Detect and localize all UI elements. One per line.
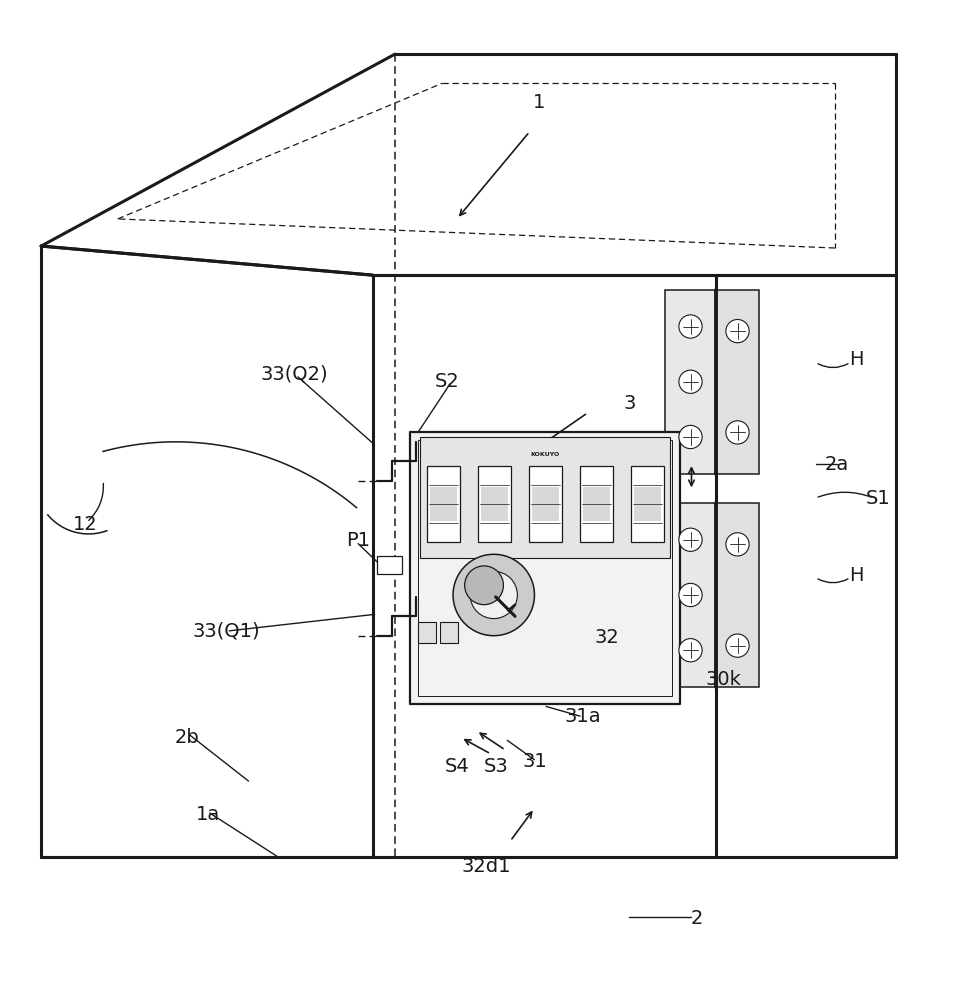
Text: 2: 2: [691, 909, 704, 928]
Text: 2b: 2b: [175, 728, 200, 747]
Bar: [715, 503, 759, 687]
Bar: [418, 622, 435, 643]
Bar: [377, 556, 401, 574]
Bar: [440, 622, 458, 643]
Text: S2: S2: [434, 372, 460, 391]
Text: KOKUYO: KOKUYO: [531, 452, 560, 457]
Circle shape: [465, 566, 503, 605]
Bar: [665, 503, 715, 687]
Bar: [477, 466, 510, 542]
Circle shape: [678, 425, 702, 449]
Text: 33(Q1): 33(Q1): [192, 621, 260, 640]
Bar: [430, 487, 457, 521]
Circle shape: [726, 421, 749, 444]
Circle shape: [678, 528, 702, 551]
Bar: [634, 487, 661, 521]
Bar: [532, 487, 559, 521]
Text: 31a: 31a: [565, 707, 602, 726]
Circle shape: [726, 533, 749, 556]
Text: 32: 32: [595, 628, 619, 647]
Text: 30k: 30k: [706, 670, 742, 689]
Bar: [529, 466, 562, 542]
Circle shape: [678, 370, 702, 393]
Text: S3: S3: [483, 757, 508, 776]
Text: P2: P2: [434, 471, 457, 490]
Circle shape: [470, 571, 517, 619]
Bar: [715, 290, 759, 474]
Text: P1: P1: [346, 531, 370, 550]
Text: 2a: 2a: [824, 455, 849, 474]
Text: 1a: 1a: [195, 805, 220, 824]
Text: S4: S4: [444, 757, 469, 776]
Bar: [665, 290, 715, 474]
Text: 3: 3: [623, 394, 636, 413]
Text: H: H: [849, 566, 863, 585]
Circle shape: [678, 315, 702, 338]
Circle shape: [453, 554, 535, 636]
Circle shape: [726, 319, 749, 343]
Bar: [579, 466, 612, 542]
Text: 1: 1: [533, 93, 545, 112]
Text: 32d1: 32d1: [462, 857, 510, 876]
Text: 31: 31: [522, 752, 547, 771]
Bar: [420, 437, 670, 558]
Bar: [410, 432, 679, 704]
Circle shape: [678, 639, 702, 662]
Bar: [631, 466, 664, 542]
Bar: [480, 487, 507, 521]
Bar: [582, 487, 609, 521]
Circle shape: [678, 583, 702, 607]
Text: H: H: [849, 350, 863, 369]
Text: 12: 12: [73, 515, 98, 534]
Circle shape: [726, 634, 749, 657]
Text: S1: S1: [866, 489, 891, 508]
Text: 33(Q2): 33(Q2): [260, 365, 328, 384]
Bar: [418, 440, 672, 696]
Bar: [427, 466, 460, 542]
